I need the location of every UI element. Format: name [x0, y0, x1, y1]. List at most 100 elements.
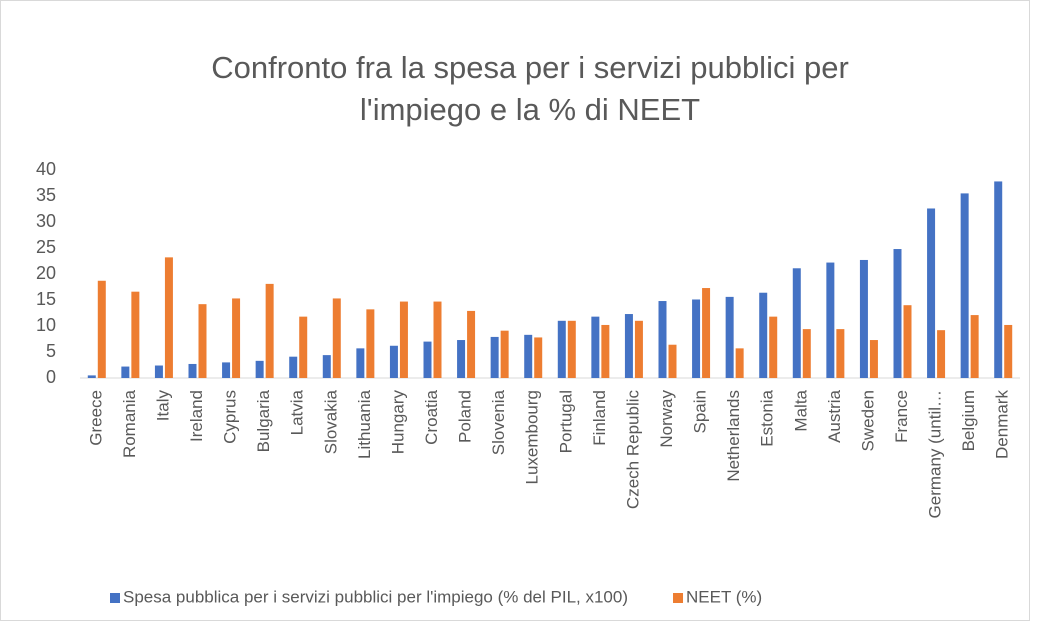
x-tick-label: Belgium — [959, 390, 978, 451]
x-tick-label: Portugal — [556, 390, 575, 453]
bar — [557, 320, 566, 378]
bar — [433, 301, 442, 378]
x-tick-label: Luxembourg — [523, 390, 542, 485]
bar — [802, 329, 811, 378]
bar — [389, 345, 398, 378]
bar — [1004, 324, 1013, 378]
bar — [265, 283, 274, 378]
bar — [423, 341, 432, 378]
chart-title: Confronto fra la spesa per i servizi pub… — [211, 50, 849, 85]
bar — [836, 329, 845, 378]
bar — [299, 316, 308, 378]
x-tick-label: Czech Republic — [623, 390, 642, 510]
bar — [131, 291, 140, 378]
bar — [97, 280, 106, 378]
bar — [624, 314, 633, 378]
bar — [769, 316, 778, 378]
legend-swatch — [110, 593, 120, 603]
bar — [356, 348, 365, 378]
x-tick-label: Slovakia — [321, 389, 340, 454]
y-tick-label: 25 — [36, 237, 56, 257]
bar — [903, 305, 912, 378]
bar — [524, 334, 533, 378]
x-tick-label: Austria — [825, 389, 844, 442]
legend-label: Spesa pubblica per i servizi pubblici pe… — [123, 587, 628, 606]
bar — [490, 336, 499, 378]
x-tick-label: Romania — [120, 389, 139, 458]
bar — [970, 315, 979, 378]
x-tick-label: Greece — [86, 390, 105, 446]
bar — [322, 355, 331, 378]
x-tick-label: Spain — [691, 390, 710, 433]
x-tick-label: Cyprus — [221, 390, 240, 444]
y-tick-label: 10 — [36, 315, 56, 335]
bar — [232, 298, 241, 378]
bar — [154, 365, 163, 378]
x-tick-label: Finland — [590, 390, 609, 446]
bar — [500, 330, 509, 378]
bar — [222, 362, 231, 378]
x-tick-label: Italy — [153, 390, 172, 422]
bar — [692, 299, 701, 378]
y-tick-label: 5 — [46, 341, 56, 361]
y-tick-label: 15 — [36, 289, 56, 309]
bar — [198, 304, 207, 378]
bar — [759, 292, 768, 378]
y-tick-label: 35 — [36, 185, 56, 205]
bar — [869, 340, 878, 378]
bar — [332, 298, 341, 378]
bar — [994, 181, 1003, 378]
bar — [927, 208, 936, 378]
bar — [87, 375, 96, 378]
x-tick-label: Netherlands — [724, 390, 743, 482]
bar — [893, 249, 902, 378]
x-tick-label: France — [892, 390, 911, 443]
x-tick-label: Ireland — [187, 390, 206, 442]
bar — [960, 193, 969, 378]
x-tick-label: Sweden — [858, 390, 877, 451]
bar — [826, 262, 835, 378]
x-tick-label: Malta — [791, 389, 810, 431]
bar — [121, 366, 130, 378]
x-tick-label: Norway — [657, 390, 676, 448]
y-tick-label: 30 — [36, 211, 56, 231]
bar — [658, 301, 667, 378]
x-tick-label: Germany (until… — [926, 390, 945, 518]
y-tick-label: 20 — [36, 263, 56, 283]
x-tick-label: Bulgaria — [254, 389, 273, 452]
bar — [601, 324, 610, 378]
chart-title: l'impiego e la % di NEET — [360, 92, 700, 127]
bar — [859, 259, 868, 378]
y-tick-label: 40 — [36, 159, 56, 179]
bar — [937, 330, 946, 378]
bar — [534, 337, 543, 378]
legend-label: NEET (%) — [686, 587, 762, 606]
bar — [188, 363, 197, 378]
bar — [255, 360, 264, 378]
bar — [399, 301, 408, 378]
bar — [634, 320, 643, 378]
x-tick-label: Denmark — [993, 390, 1012, 459]
bar — [567, 320, 576, 378]
bar — [289, 356, 298, 378]
bar — [725, 296, 734, 378]
x-tick-label: Slovenia — [489, 389, 508, 455]
bar — [668, 344, 677, 378]
x-tick-label: Latvia — [288, 389, 307, 435]
x-tick-label: Croatia — [422, 389, 441, 444]
bar — [735, 348, 744, 378]
x-tick-label: Hungary — [388, 390, 407, 455]
bar — [366, 309, 375, 378]
bar — [792, 268, 801, 378]
bar — [591, 316, 600, 378]
y-tick-label: 0 — [46, 367, 56, 387]
legend-swatch — [673, 593, 684, 603]
bar — [164, 257, 173, 378]
x-tick-label: Poland — [456, 390, 475, 443]
x-tick-label: Estonia — [758, 389, 777, 446]
bar — [702, 288, 711, 378]
x-tick-label: Lithuania — [355, 389, 374, 459]
bar — [467, 310, 476, 378]
bar — [457, 340, 466, 378]
